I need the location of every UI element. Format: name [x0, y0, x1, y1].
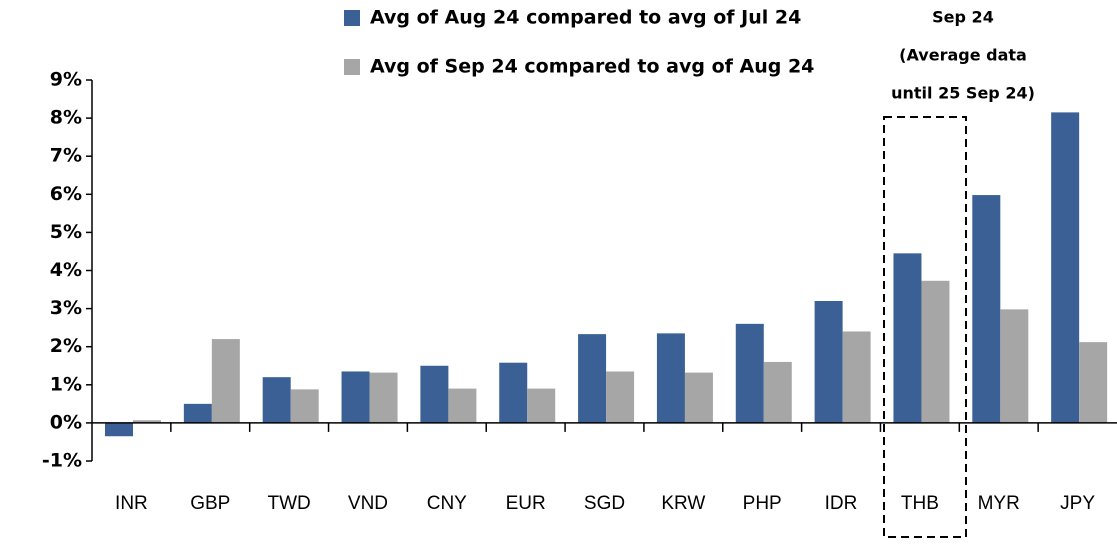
x-tick-label: TWD [267, 493, 310, 514]
x-tick-label: THB [901, 493, 939, 514]
bar [290, 389, 319, 423]
x-tick-label: CNY [427, 493, 467, 514]
y-tick-label: 3% [50, 297, 82, 319]
x-tick-label: MYR [978, 493, 1020, 514]
bar [183, 403, 212, 423]
bar [921, 280, 950, 423]
annotation: (Average data [899, 46, 1027, 65]
bar [656, 333, 685, 423]
y-tick-label: 0% [50, 411, 82, 433]
bar [735, 323, 764, 423]
annotation: until 25 Sep 24) [891, 84, 1035, 103]
bar [133, 420, 161, 423]
bar [814, 300, 843, 423]
legend-swatch [344, 10, 360, 26]
bar [893, 253, 922, 423]
y-tick-label: 1% [50, 373, 82, 395]
bar [972, 195, 1001, 423]
legend-swatch [344, 59, 360, 75]
y-tick-label: -1% [42, 450, 82, 472]
y-tick-label: 4% [50, 259, 82, 281]
y-tick-label: 2% [50, 335, 82, 357]
bar [341, 371, 370, 423]
annotation: Sep 24 [932, 8, 994, 27]
x-tick-label: GBP [190, 493, 230, 514]
bar [1051, 112, 1080, 423]
x-tick-label: PHP [743, 493, 782, 514]
bar [606, 371, 635, 423]
legend-label: Avg of Aug 24 compared to avg of Jul 24 [370, 7, 801, 29]
highlight-box [883, 116, 967, 538]
x-tick-label: INR [115, 493, 148, 514]
bar [527, 388, 556, 423]
x-tick-label: EUR [506, 493, 546, 514]
y-tick-label: 8% [50, 107, 82, 129]
bar [842, 331, 871, 423]
bar [420, 365, 449, 423]
bar [1000, 309, 1029, 423]
x-tick-label: KRW [661, 493, 705, 514]
legend-label: Avg of Sep 24 compared to avg of Aug 24 [370, 56, 814, 78]
x-tick-label: VND [348, 493, 388, 514]
bar [448, 388, 477, 423]
x-tick-label: JPY [1060, 493, 1095, 514]
bar [369, 372, 398, 423]
x-tick-label: SGD [584, 493, 625, 514]
bar [262, 377, 291, 423]
y-tick-label: 6% [50, 183, 82, 205]
bar [211, 339, 240, 423]
bar [499, 362, 528, 423]
x-tick-label: IDR [825, 493, 858, 514]
bar [1079, 342, 1108, 423]
bar [763, 361, 792, 423]
y-tick-label: 9% [50, 69, 82, 91]
y-tick-label: 7% [50, 145, 82, 167]
bar [578, 334, 607, 423]
y-tick-label: 5% [50, 221, 82, 243]
bar [684, 372, 713, 423]
bar [105, 422, 133, 437]
